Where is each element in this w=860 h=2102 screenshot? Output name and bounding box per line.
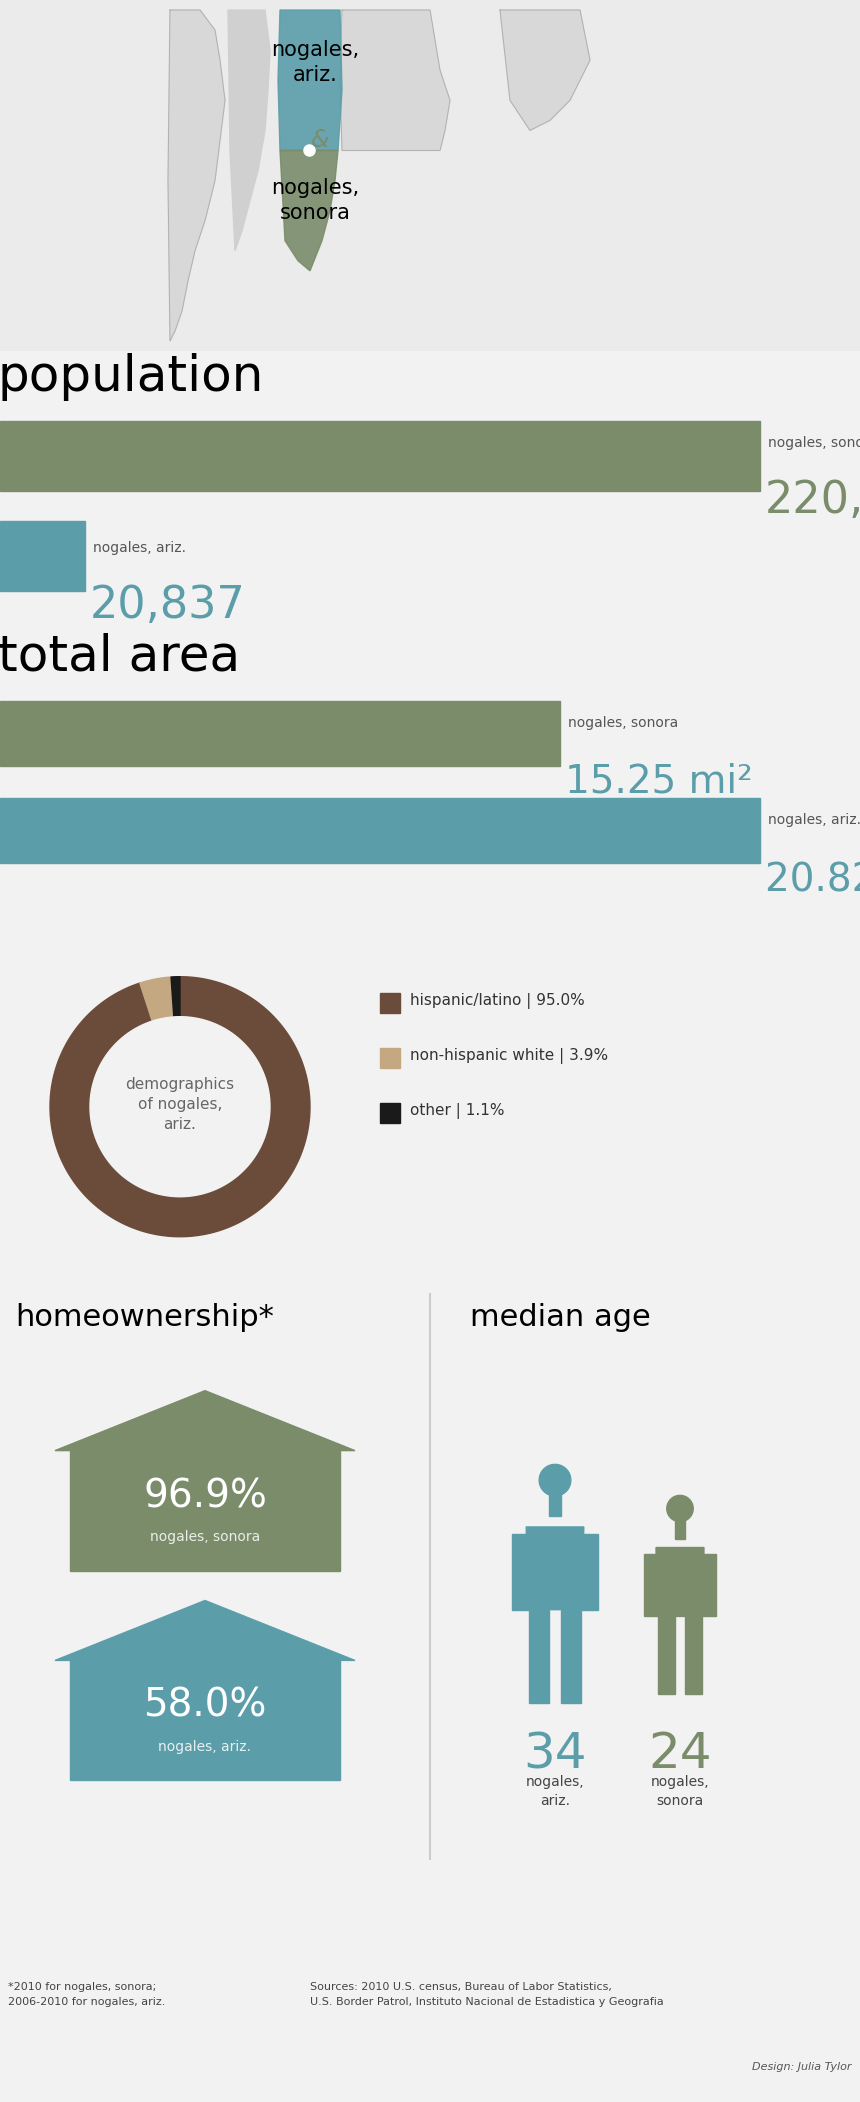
Text: Sources: 2010 U.S. census, Bureau of Labor Statistics,
U.S. Border Patrol, Insti: Sources: 2010 U.S. census, Bureau of Lab… [310, 1982, 664, 2007]
Text: nogales, sonora: nogales, sonora [568, 715, 679, 729]
Text: 15.25 mi²: 15.25 mi² [565, 763, 752, 801]
Bar [659, 1614, 675, 1694]
Text: nogales, ariz.: nogales, ariz. [93, 540, 186, 555]
Polygon shape [171, 977, 180, 1017]
Text: 34: 34 [523, 1730, 587, 1778]
Text: *2010 for nogales, sonora;
2006-2010 for nogales, ariz.: *2010 for nogales, sonora; 2006-2010 for… [8, 1982, 165, 2007]
Text: nogales,
sonora: nogales, sonora [271, 179, 359, 223]
Polygon shape [55, 1600, 355, 1661]
Bar [512, 1534, 528, 1610]
Polygon shape [666, 1495, 693, 1522]
Text: 24: 24 [648, 1730, 712, 1778]
Bar [70, 1450, 340, 1570]
Bar [380, 992, 400, 1013]
Text: median age: median age [470, 1303, 651, 1333]
Polygon shape [340, 11, 450, 151]
Bar [644, 1553, 657, 1616]
Bar [380, 1104, 400, 1122]
Polygon shape [280, 151, 338, 271]
Text: population: population [0, 353, 264, 401]
Text: non-hispanic white | 3.9%: non-hispanic white | 3.9% [410, 1047, 608, 1064]
Bar [0, 420, 760, 490]
Text: &: & [310, 128, 329, 153]
Text: nogales,
sonora: nogales, sonora [651, 1776, 709, 1808]
Polygon shape [526, 1526, 584, 1610]
Text: of nogales,: of nogales, [138, 1097, 222, 1112]
Text: Design: Julia Tylor: Design: Julia Tylor [752, 2062, 852, 2073]
Text: nogales, ariz.: nogales, ariz. [158, 1740, 251, 1753]
Bar [0, 797, 760, 862]
Text: 220,292: 220,292 [765, 479, 860, 521]
Polygon shape [140, 977, 174, 1022]
Polygon shape [168, 11, 225, 341]
Bar [0, 521, 85, 591]
Bar [70, 1661, 340, 1780]
Polygon shape [90, 1017, 270, 1196]
Text: 58.0%: 58.0% [144, 1688, 267, 1726]
Text: hispanic/latino | 95.0%: hispanic/latino | 95.0% [410, 992, 585, 1009]
Polygon shape [228, 11, 270, 250]
Text: 96.9%: 96.9% [143, 1478, 267, 1516]
Bar [703, 1553, 716, 1616]
Bar [529, 1606, 550, 1703]
Polygon shape [50, 977, 310, 1236]
Bar [380, 1047, 400, 1068]
Text: nogales, ariz.: nogales, ariz. [768, 813, 860, 826]
Text: nogales,
ariz.: nogales, ariz. [525, 1776, 584, 1808]
Text: nogales,
ariz.: nogales, ariz. [271, 40, 359, 84]
Bar [0, 700, 560, 765]
Bar [685, 1614, 702, 1694]
Polygon shape [656, 1547, 704, 1616]
Text: demographics: demographics [126, 1076, 235, 1093]
Text: ariz.: ariz. [163, 1116, 196, 1133]
Polygon shape [55, 1392, 355, 1450]
Polygon shape [500, 11, 590, 130]
Text: 20,837: 20,837 [90, 584, 246, 626]
Text: homeownership*: homeownership* [15, 1303, 273, 1333]
Bar [582, 1534, 599, 1610]
Bar [675, 1518, 685, 1539]
Bar [561, 1606, 580, 1703]
Text: 20.82 mi²: 20.82 mi² [765, 860, 860, 900]
Polygon shape [539, 1465, 571, 1497]
Text: nogales, sonora: nogales, sonora [768, 435, 860, 450]
Polygon shape [278, 11, 342, 151]
Text: total area: total area [0, 633, 240, 681]
Bar [550, 1490, 561, 1516]
Text: nogales, sonora: nogales, sonora [150, 1530, 260, 1545]
Text: other | 1.1%: other | 1.1% [410, 1104, 505, 1118]
